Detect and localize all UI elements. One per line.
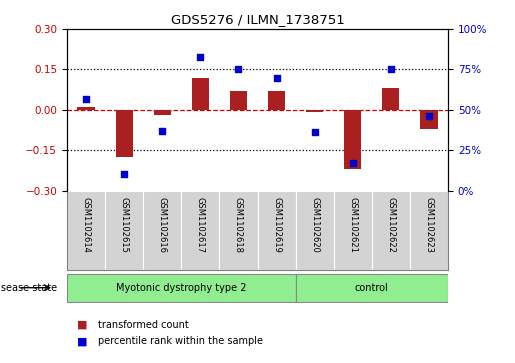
Text: ■: ■ bbox=[77, 320, 88, 330]
Text: disease state: disease state bbox=[0, 283, 57, 293]
Bar bbox=[334, 191, 372, 270]
Text: ■: ■ bbox=[77, 336, 88, 346]
Text: percentile rank within the sample: percentile rank within the sample bbox=[98, 336, 263, 346]
Point bbox=[158, 128, 166, 134]
Point bbox=[234, 66, 243, 72]
Point bbox=[82, 95, 90, 101]
Point bbox=[425, 113, 433, 119]
Text: GSM1102614: GSM1102614 bbox=[81, 197, 91, 253]
Text: GSM1102622: GSM1102622 bbox=[386, 197, 396, 253]
Title: GDS5276 / ILMN_1738751: GDS5276 / ILMN_1738751 bbox=[170, 13, 345, 26]
Bar bbox=[344, 110, 362, 169]
Bar bbox=[296, 191, 334, 270]
Bar bbox=[306, 110, 323, 113]
Bar bbox=[268, 91, 285, 110]
Bar bbox=[105, 191, 143, 270]
Bar bbox=[192, 77, 209, 110]
Text: control: control bbox=[355, 283, 389, 293]
Bar bbox=[420, 110, 438, 129]
Bar bbox=[67, 191, 105, 270]
Bar bbox=[153, 110, 171, 115]
Point bbox=[120, 172, 128, 178]
Text: GSM1102620: GSM1102620 bbox=[310, 197, 319, 253]
Bar bbox=[115, 110, 133, 157]
Bar bbox=[230, 91, 247, 110]
Text: GSM1102619: GSM1102619 bbox=[272, 197, 281, 253]
Text: GSM1102617: GSM1102617 bbox=[196, 197, 205, 253]
Bar bbox=[410, 191, 448, 270]
Point bbox=[272, 74, 281, 80]
Bar bbox=[372, 191, 410, 270]
Bar bbox=[219, 191, 258, 270]
Text: GSM1102623: GSM1102623 bbox=[424, 197, 434, 253]
Point bbox=[387, 66, 395, 72]
Bar bbox=[67, 274, 296, 302]
Bar bbox=[258, 191, 296, 270]
Text: GSM1102615: GSM1102615 bbox=[119, 197, 129, 253]
Point bbox=[349, 160, 357, 166]
Text: Myotonic dystrophy type 2: Myotonic dystrophy type 2 bbox=[116, 283, 247, 293]
Bar bbox=[382, 88, 400, 110]
Bar bbox=[181, 191, 219, 270]
Text: GSM1102621: GSM1102621 bbox=[348, 197, 357, 253]
Text: GSM1102616: GSM1102616 bbox=[158, 197, 167, 253]
Point bbox=[311, 130, 319, 135]
Bar bbox=[77, 107, 95, 110]
Bar bbox=[143, 191, 181, 270]
Point bbox=[196, 54, 204, 60]
Text: GSM1102618: GSM1102618 bbox=[234, 197, 243, 253]
Bar bbox=[296, 274, 448, 302]
Text: transformed count: transformed count bbox=[98, 320, 188, 330]
